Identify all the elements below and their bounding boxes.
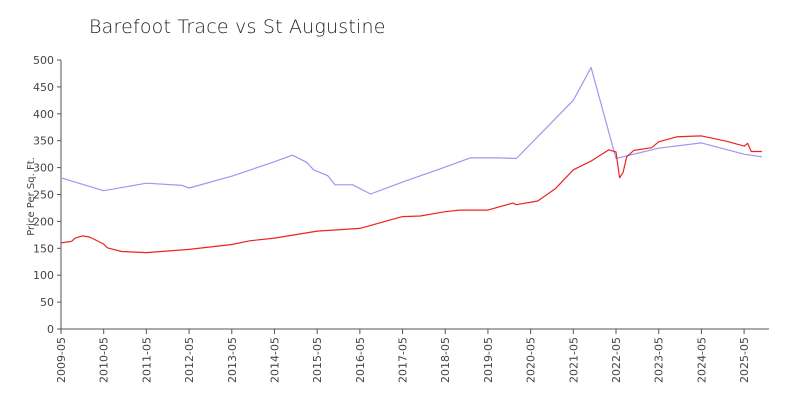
x-tick-label: 2017-05 [397,337,410,383]
y-axis-label: Price Per Sq. Ft. [26,157,37,236]
y-tick-label: 300 [33,162,54,175]
x-tick-label: 2021-05 [567,337,580,383]
y-tick-label: 0 [47,323,54,336]
x-tick-label: 2023-05 [653,337,666,383]
y-tick-label: 500 [33,54,54,67]
x-tick-label: 2013-05 [226,337,239,383]
y-tick-label: 450 [33,81,54,94]
x-tick-label: 2012-05 [183,337,196,383]
x-tick-label: 2009-05 [55,337,68,383]
y-tick-label: 200 [33,215,54,228]
x-tick-label: 2015-05 [311,337,324,383]
y-tick-label: 400 [33,108,54,121]
y-tick-label: 100 [33,269,54,282]
series-line-2 [60,135,762,254]
x-tick-label: 2016-05 [354,337,367,383]
x-tick-label: 2018-05 [439,337,452,383]
x-tick-label: 2025-05 [738,337,751,383]
x-tick-label: 2024-05 [695,337,708,383]
chart-title: Barefoot Trace vs St Augustine [89,16,386,38]
x-tick-label: 2010-05 [98,337,111,383]
series-line-1 [60,66,762,195]
y-tick-label: 50 [40,296,54,309]
x-tick-label: 2020-05 [525,337,538,383]
y-tick-label: 350 [33,135,54,148]
y-tick-label: 150 [33,242,54,255]
x-tick-label: 2019-05 [482,337,495,383]
x-tick-label: 2022-05 [610,337,623,383]
x-tick-label: 2011-05 [140,337,153,383]
x-tick-label: 2014-05 [268,337,281,383]
y-tick-label: 250 [33,189,54,202]
